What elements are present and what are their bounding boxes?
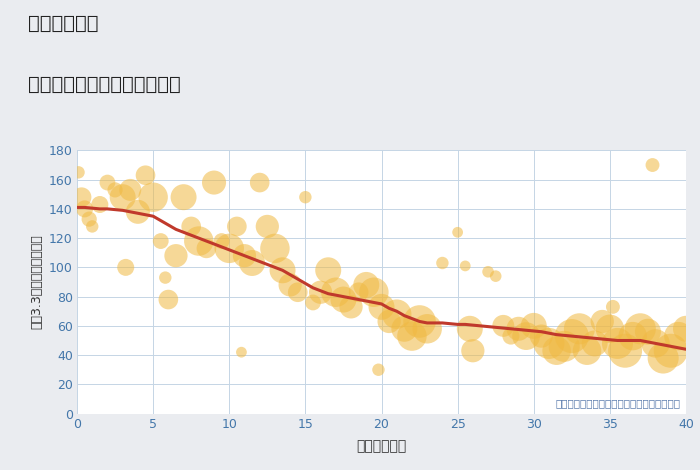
Point bbox=[262, 223, 273, 230]
Point bbox=[650, 340, 662, 347]
Point bbox=[120, 264, 132, 271]
Point bbox=[170, 252, 181, 259]
Point bbox=[608, 303, 619, 311]
Point bbox=[391, 310, 402, 318]
Point bbox=[76, 194, 88, 201]
Point bbox=[399, 325, 410, 333]
Point bbox=[505, 332, 517, 340]
X-axis label: 築年数（年）: 築年数（年） bbox=[356, 439, 407, 453]
Point bbox=[604, 325, 615, 333]
Point bbox=[582, 347, 593, 354]
Point bbox=[680, 325, 692, 333]
Point bbox=[162, 296, 174, 303]
Point bbox=[643, 328, 654, 336]
Point bbox=[528, 322, 539, 329]
Point bbox=[414, 318, 425, 325]
Point bbox=[292, 289, 303, 296]
Point bbox=[460, 262, 471, 270]
Point bbox=[79, 205, 90, 212]
Point bbox=[437, 259, 448, 267]
Point bbox=[665, 347, 676, 354]
Point bbox=[551, 347, 562, 354]
Point bbox=[109, 186, 120, 194]
Point bbox=[559, 343, 570, 350]
Point bbox=[186, 223, 197, 230]
Point bbox=[315, 289, 326, 296]
Point bbox=[300, 194, 311, 201]
Point bbox=[201, 244, 212, 252]
Point bbox=[373, 366, 384, 374]
Point bbox=[589, 340, 601, 347]
Point bbox=[346, 303, 357, 311]
Point bbox=[468, 347, 479, 354]
Point bbox=[521, 332, 532, 340]
Point bbox=[574, 325, 585, 333]
Point bbox=[254, 179, 265, 186]
Point bbox=[193, 237, 204, 245]
Point bbox=[239, 252, 250, 259]
Point bbox=[102, 179, 113, 186]
Point bbox=[216, 237, 228, 245]
Text: 円の大きさは、取引のあった物件面積を示す: 円の大きさは、取引のあった物件面積を示す bbox=[555, 398, 680, 408]
Point bbox=[543, 340, 554, 347]
Point bbox=[140, 172, 151, 179]
Point bbox=[464, 325, 475, 333]
Point bbox=[596, 318, 608, 325]
Text: 埼玉県新座駅: 埼玉県新座駅 bbox=[28, 14, 99, 33]
Point bbox=[125, 186, 136, 194]
Point bbox=[647, 161, 658, 169]
Point bbox=[236, 348, 247, 356]
Point bbox=[73, 169, 84, 176]
Point bbox=[513, 325, 524, 333]
Point bbox=[536, 332, 547, 340]
Point bbox=[246, 259, 258, 267]
Point bbox=[620, 347, 631, 354]
Point bbox=[627, 332, 638, 340]
Point bbox=[406, 332, 417, 340]
Text: 築年数別中古マンション価格: 築年数別中古マンション価格 bbox=[28, 75, 181, 94]
Point bbox=[277, 266, 288, 274]
Point bbox=[160, 274, 171, 282]
Point bbox=[155, 237, 167, 245]
Point bbox=[360, 281, 372, 289]
Point bbox=[376, 303, 387, 311]
Point bbox=[498, 322, 509, 329]
Point bbox=[368, 289, 379, 296]
Point bbox=[87, 223, 98, 230]
Point bbox=[323, 266, 334, 274]
Point bbox=[178, 194, 189, 201]
Point bbox=[452, 228, 463, 236]
Point bbox=[94, 201, 106, 208]
Point bbox=[384, 318, 395, 325]
Point bbox=[209, 179, 220, 186]
Point bbox=[270, 244, 281, 252]
Point bbox=[117, 194, 128, 201]
Point bbox=[421, 325, 433, 333]
Point bbox=[284, 281, 296, 289]
Point bbox=[148, 194, 159, 201]
Point bbox=[307, 299, 318, 306]
Point bbox=[132, 208, 144, 216]
Point bbox=[490, 273, 501, 280]
Point bbox=[353, 289, 364, 296]
Point bbox=[657, 354, 668, 362]
Point bbox=[482, 268, 493, 275]
Point bbox=[612, 340, 623, 347]
Point bbox=[83, 215, 94, 223]
Point bbox=[231, 223, 242, 230]
Point bbox=[635, 325, 646, 333]
Point bbox=[338, 296, 349, 303]
Y-axis label: 坪（3.3㎡）単価（万円）: 坪（3.3㎡）単価（万円） bbox=[30, 235, 43, 329]
Point bbox=[673, 332, 684, 340]
Point bbox=[566, 332, 578, 340]
Point bbox=[330, 289, 342, 296]
Point bbox=[224, 244, 235, 252]
